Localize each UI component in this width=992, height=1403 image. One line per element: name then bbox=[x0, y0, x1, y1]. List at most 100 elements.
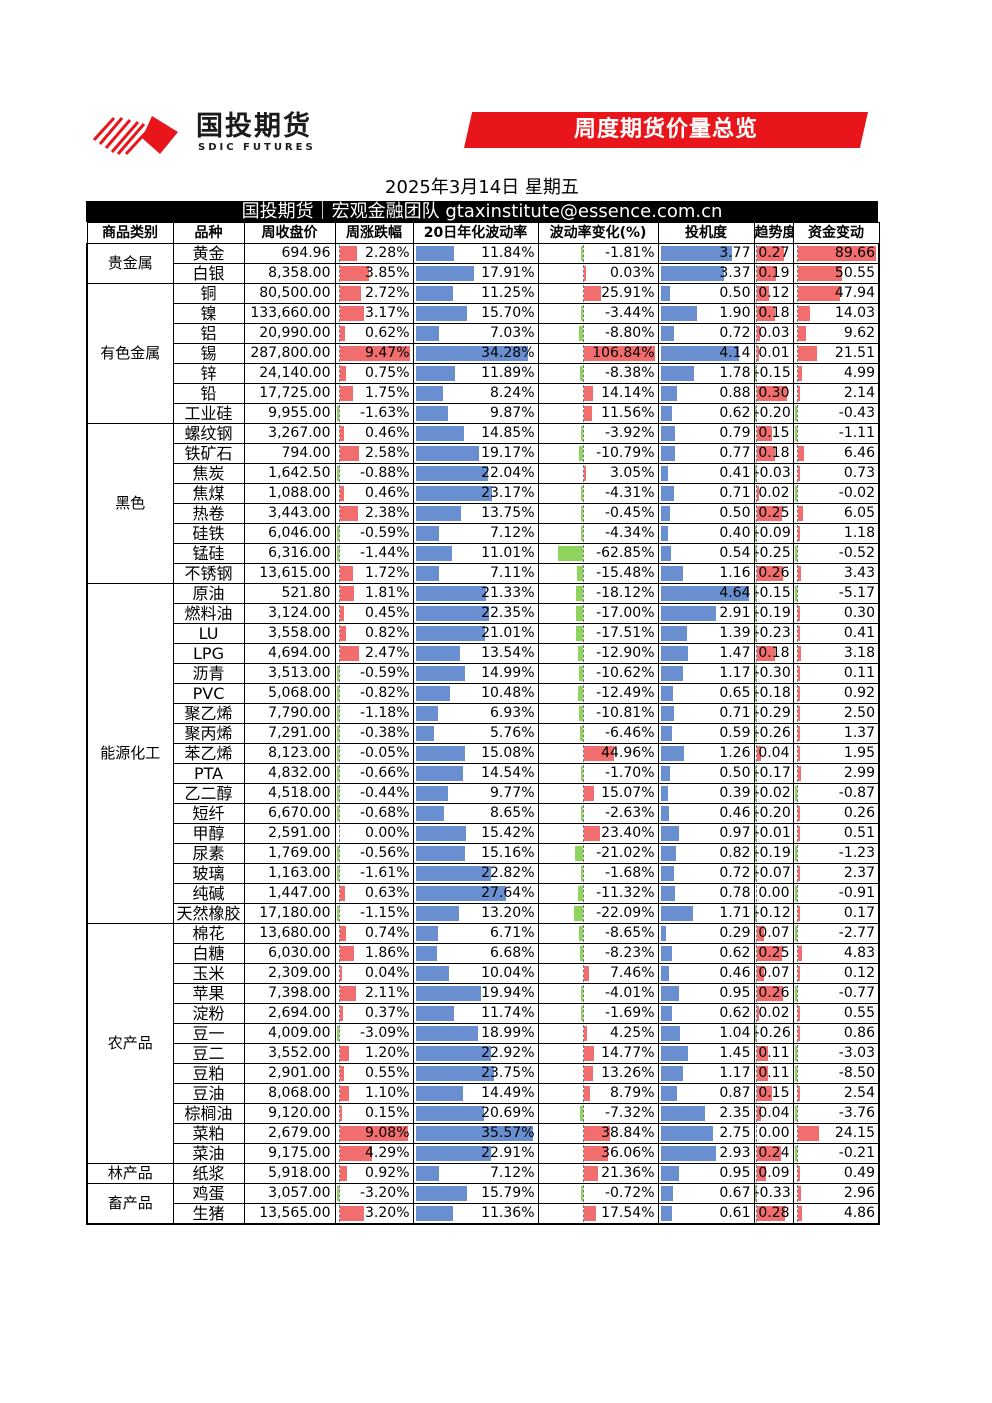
zero-axis-line bbox=[796, 1125, 798, 1142]
cell-value: -1.81% bbox=[604, 245, 655, 261]
fund-flow-cell: 1.95 bbox=[792, 743, 880, 764]
table-row: 尿素 1,769.00 -0.56% 15.16% -21.02% 0.82 -0.19 -1… bbox=[87, 843, 880, 864]
bar-fill bbox=[415, 686, 450, 701]
volatility-change-cell: 11.56% bbox=[537, 403, 659, 424]
cell-value: -0.82% bbox=[359, 685, 410, 701]
cell-value: 2.75 bbox=[719, 1125, 751, 1141]
bar-fill bbox=[580, 426, 583, 441]
cell-value: 3.05% bbox=[610, 465, 655, 481]
weekly-change-cell: 0.00% bbox=[334, 823, 414, 844]
bar-fill bbox=[797, 1186, 801, 1201]
cell-value: 0.54 bbox=[719, 545, 751, 561]
fund-flow-cell: 89.66 bbox=[792, 243, 880, 264]
speculation-cell: 0.41 bbox=[657, 463, 755, 484]
cell-value: 17.54% bbox=[601, 1205, 655, 1221]
cell-value: 35.57% bbox=[481, 1125, 535, 1141]
volatility-change-cell: 44.96% bbox=[537, 743, 659, 764]
variety-cell: 玉米 bbox=[172, 963, 245, 984]
cell-value: -5.17 bbox=[838, 585, 875, 601]
cell-value: -1.15% bbox=[359, 905, 410, 921]
cell-value: -8.38% bbox=[604, 365, 655, 381]
volatility-change-cell: -1.81% bbox=[537, 243, 659, 264]
cell-value: -8.80% bbox=[604, 325, 655, 341]
zero-axis-line bbox=[582, 485, 584, 502]
zero-axis-line bbox=[339, 765, 341, 782]
table-row: PTA 4,832.00 -0.66% 14.54% -1.70% 0.50 -0.17 2.… bbox=[87, 763, 880, 784]
zero-axis-line bbox=[582, 625, 584, 642]
cell-value: 47.94 bbox=[834, 285, 875, 301]
fund-flow-cell: -0.02 bbox=[792, 483, 880, 504]
bar-fill bbox=[755, 586, 757, 601]
bar-fill bbox=[340, 946, 355, 961]
zero-axis-line bbox=[756, 1065, 758, 1082]
speculation-cell: 0.65 bbox=[657, 683, 755, 704]
weekly-change-cell: 2.58% bbox=[334, 443, 414, 464]
table-row: 豆二 3,552.00 1.20% 22.92% 14.77% 1.45 0.11 -3.03 bbox=[87, 1043, 880, 1064]
variety-cell: 燃料油 bbox=[172, 603, 245, 624]
cell-value: 0.07 bbox=[758, 965, 790, 981]
zero-axis-line bbox=[339, 705, 341, 722]
bar-fill bbox=[337, 466, 340, 481]
fund-flow-cell: 6.46 bbox=[792, 443, 880, 464]
cell-value: 4.29% bbox=[365, 1145, 410, 1161]
cell-value: -0.38% bbox=[359, 725, 410, 741]
bar-fill bbox=[580, 486, 583, 501]
fund-flow-cell: 4.86 bbox=[792, 1203, 880, 1225]
zero-axis-line bbox=[339, 725, 341, 742]
bar-fill bbox=[794, 426, 797, 441]
cell-value: 0.28 bbox=[758, 1205, 790, 1221]
zero-axis-line bbox=[582, 1105, 584, 1122]
volatility-change-cell: -8.38% bbox=[537, 363, 659, 384]
volatility-change-cell: 21.36% bbox=[537, 1163, 659, 1184]
volatility-change-cell: 36.06% bbox=[537, 1143, 659, 1164]
cell-value: 0.45% bbox=[365, 605, 410, 621]
cell-value: 14.54% bbox=[481, 765, 535, 781]
bar-fill bbox=[755, 846, 757, 861]
trend-cell: 0.01 bbox=[753, 343, 794, 364]
fund-flow-cell: 1.37 bbox=[792, 723, 880, 744]
cell-value: 11.36% bbox=[481, 1205, 535, 1221]
bar-fill bbox=[660, 1086, 677, 1101]
bar-fill bbox=[757, 286, 770, 301]
trend-cell: 0.27 bbox=[753, 243, 794, 264]
bar-fill bbox=[583, 1166, 599, 1181]
variety-cell: 纯碱 bbox=[172, 883, 245, 904]
cell-value: 3.20% bbox=[365, 1205, 410, 1221]
trend-cell: -0.01 bbox=[753, 823, 794, 844]
bar-fill bbox=[579, 946, 583, 961]
cell-value: -0.15 bbox=[754, 365, 791, 381]
bar-fill bbox=[583, 1026, 587, 1041]
cell-value: 2.37 bbox=[843, 865, 875, 881]
bar-fill bbox=[415, 626, 485, 641]
bar-fill bbox=[415, 826, 467, 841]
bar-fill bbox=[415, 646, 461, 661]
weekly-change-cell: -0.88% bbox=[334, 463, 414, 484]
zero-axis-line bbox=[756, 525, 758, 542]
trend-cell: 0.15 bbox=[753, 423, 794, 444]
zero-axis-line bbox=[582, 1165, 584, 1182]
table-row: 白糖 6,030.00 1.86% 6.68% -8.23% 0.62 0.25 4.83 bbox=[87, 943, 880, 964]
zero-axis-line bbox=[582, 785, 584, 802]
bar-fill bbox=[337, 726, 340, 741]
zero-axis-line bbox=[339, 945, 341, 962]
speculation-cell: 0.78 bbox=[657, 883, 755, 904]
bar-fill bbox=[578, 666, 583, 681]
fund-flow-cell: 0.51 bbox=[792, 823, 880, 844]
speculation-cell: 0.40 bbox=[657, 523, 755, 544]
weekly-change-cell: 3.85% bbox=[334, 263, 414, 284]
zero-axis-line bbox=[796, 445, 798, 462]
bar-fill bbox=[660, 386, 678, 401]
bar-fill bbox=[337, 406, 340, 421]
bar-fill bbox=[580, 306, 583, 321]
bar-fill bbox=[797, 1026, 800, 1041]
fund-flow-cell: 0.49 bbox=[792, 1163, 880, 1184]
bar-fill bbox=[340, 326, 345, 341]
cell-value: 7.03% bbox=[490, 325, 535, 341]
bar-fill bbox=[415, 266, 475, 281]
trend-cell: 0.26 bbox=[753, 983, 794, 1004]
zero-axis-line bbox=[582, 545, 584, 562]
table-row: 黑色 螺纹钢 3,267.00 0.46% 14.85% -3.92% 0.79 0.15 -1… bbox=[86, 423, 880, 584]
cell-value: 8.65% bbox=[490, 805, 535, 821]
zero-axis-line bbox=[796, 305, 798, 322]
weekly-change-cell: 0.63% bbox=[334, 883, 414, 904]
